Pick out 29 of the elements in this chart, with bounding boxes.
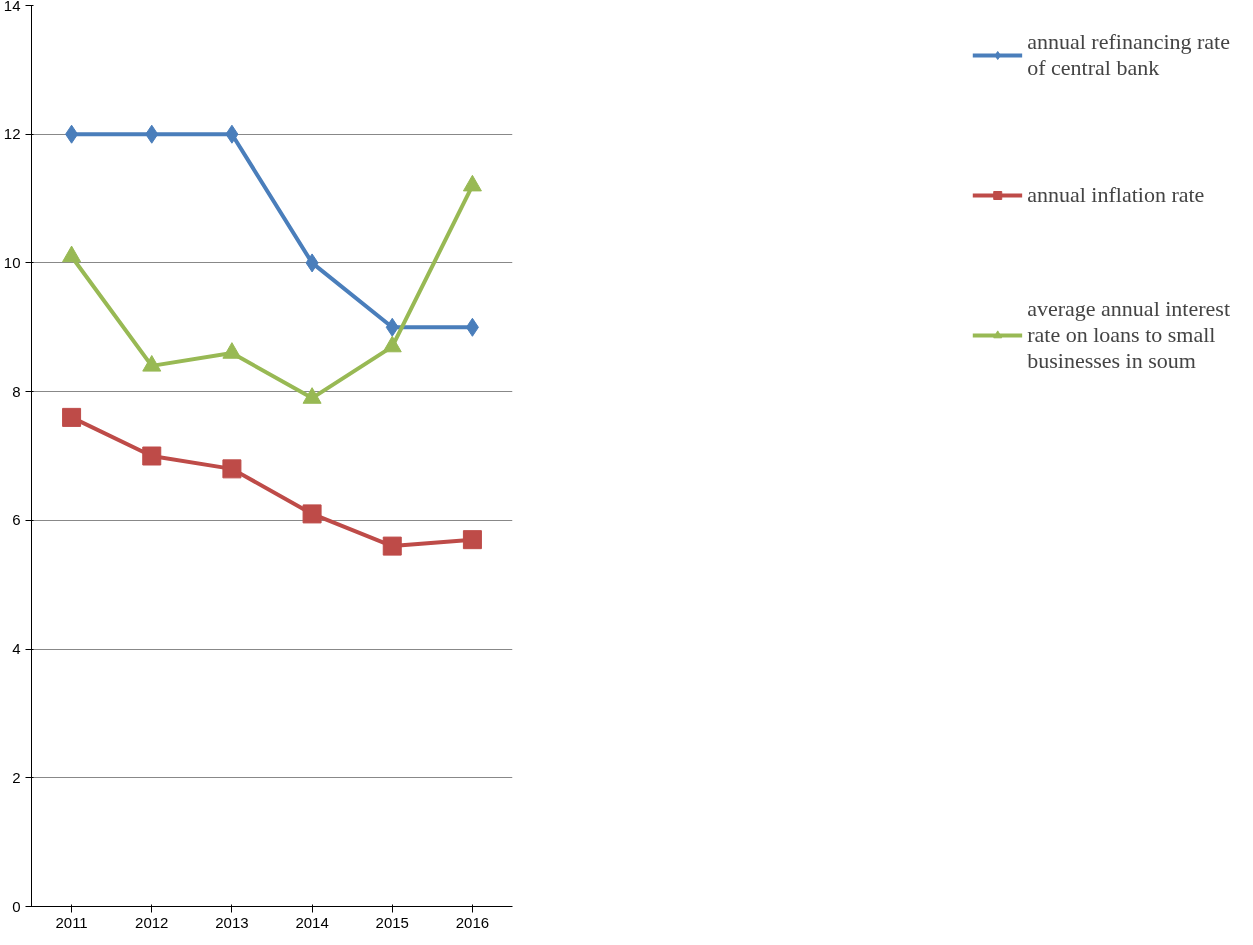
x-tick-label: 2013 — [215, 913, 249, 931]
point — [62, 407, 82, 427]
x-tick-label: 2015 — [375, 913, 409, 931]
point — [222, 459, 242, 479]
legend-label: average annual interest rate on loans to small businesses in soum — [1027, 295, 1230, 375]
point — [225, 124, 239, 144]
y-tick-label: 4 — [12, 640, 21, 658]
legend-label: annual refinancing rate of central bank — [1027, 28, 1230, 82]
y-tick-label: 8 — [12, 382, 21, 400]
point — [382, 536, 402, 556]
y-tick-label: 14 — [3, 0, 21, 14]
legend-label: annual inflation rate — [1027, 181, 1205, 209]
point — [302, 504, 322, 524]
x-tick-label: 2014 — [295, 913, 329, 931]
x-tick-label: 2011 — [55, 913, 88, 931]
x-tick-label: 2012 — [135, 913, 169, 931]
y-tick-label: 10 — [3, 253, 21, 271]
point — [145, 124, 159, 144]
point — [65, 124, 79, 144]
y-tick-label: 2 — [12, 768, 21, 786]
y-tick-label: 0 — [12, 897, 21, 915]
y-tick-label: 6 — [12, 511, 21, 529]
point — [465, 317, 479, 337]
point — [142, 446, 162, 466]
x-tick-label: 2016 — [455, 913, 490, 931]
point — [385, 317, 399, 337]
point — [462, 530, 482, 550]
point — [305, 253, 319, 273]
y-tick-label: 12 — [3, 125, 21, 143]
